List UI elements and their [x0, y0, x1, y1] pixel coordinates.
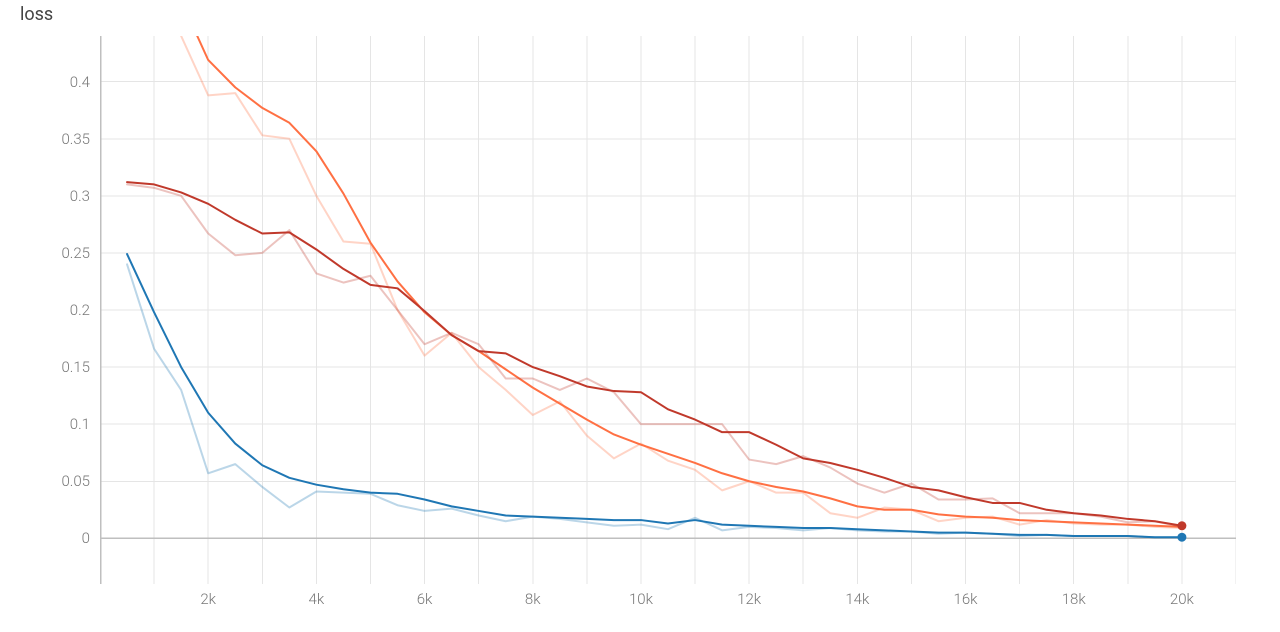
- x-tick-label: 4k: [309, 590, 325, 608]
- y-tick-label: 0.3: [0, 187, 90, 205]
- y-tick-label: 0.4: [0, 73, 90, 91]
- y-tick-label: 0.2: [0, 301, 90, 319]
- x-tick-label: 12k: [737, 590, 761, 608]
- y-tick-label: 0.15: [0, 358, 90, 376]
- x-tick-label: 2k: [200, 590, 216, 608]
- x-tick-label: 10k: [629, 590, 653, 608]
- loss-chart: [100, 36, 1236, 584]
- y-tick-label: 0.35: [0, 130, 90, 148]
- chart-svg: [100, 36, 1236, 584]
- y-tick-label: 0.05: [0, 472, 90, 490]
- chart-title: loss: [20, 4, 53, 25]
- x-tick-label: 18k: [1062, 590, 1086, 608]
- x-tick-label: 14k: [845, 590, 869, 608]
- x-tick-label: 20k: [1170, 590, 1194, 608]
- x-tick-label: 8k: [525, 590, 541, 608]
- y-tick-label: 0.1: [0, 415, 90, 433]
- y-tick-label: 0.25: [0, 244, 90, 262]
- x-tick-label: 6k: [417, 590, 433, 608]
- x-tick-label: 16k: [954, 590, 978, 608]
- y-tick-label: 0: [0, 529, 90, 547]
